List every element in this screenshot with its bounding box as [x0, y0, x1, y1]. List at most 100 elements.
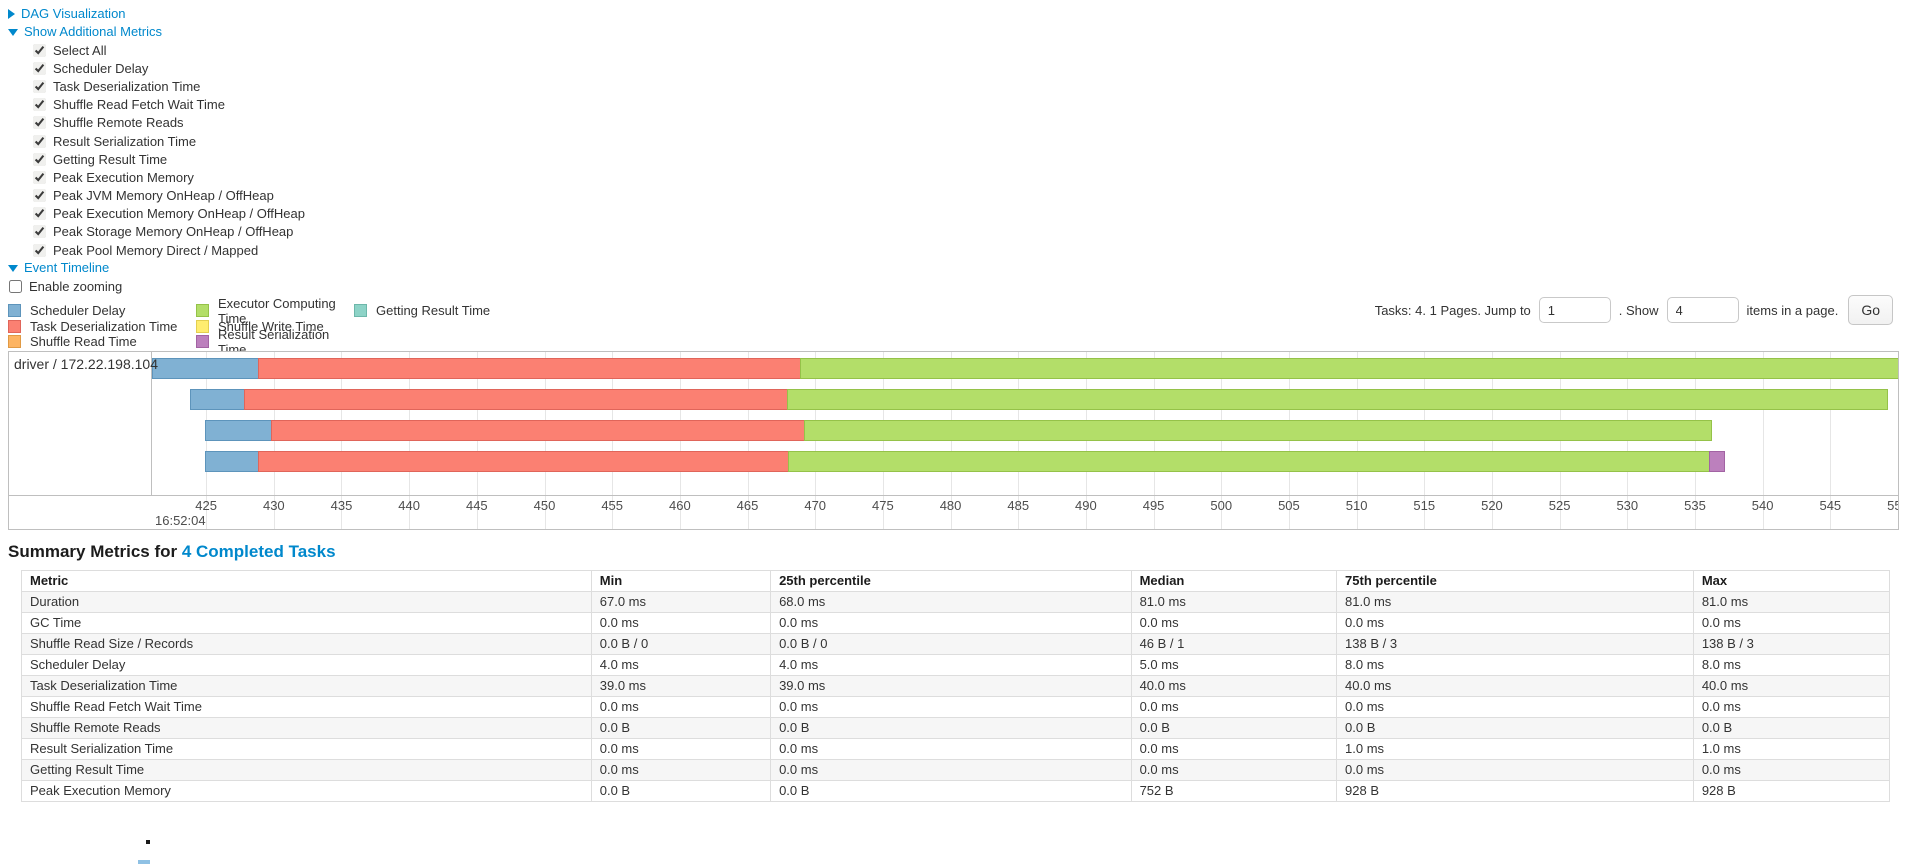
summary-table-row: Shuffle Read Fetch Wait Time 0.0 ms 0.0 ms… [21, 696, 1891, 718]
metric-value-cell: 0.0 ms [1692, 696, 1891, 718]
event-timeline-link[interactable]: Event Timeline [24, 260, 110, 276]
metric-checkbox-row[interactable]: Task Deserialization Time [8, 77, 305, 95]
enable-zooming-checkbox[interactable] [9, 279, 22, 293]
metric-checkbox[interactable] [33, 170, 46, 184]
metric-value-cell: 8.0 ms [1692, 654, 1891, 676]
metric-value-cell: 81.0 ms [1692, 591, 1891, 613]
jump-to-page-input[interactable] [1538, 297, 1611, 323]
axis-tick-label: 480 [939, 498, 962, 513]
metric-value-cell: 0.0 ms [770, 612, 1132, 634]
summary-table-row: Result Serialization Time 0.0 ms 0.0 ms 0.0… [21, 738, 1891, 760]
show-additional-metrics-link[interactable]: Show Additional Metrics [24, 24, 163, 39]
summary-heading-text: Summary Metrics for [8, 542, 182, 561]
metric-value-cell: 46 B / 1 [1130, 633, 1338, 655]
metric-value-cell: 0.0 ms [1336, 612, 1694, 634]
timeline-plot [152, 352, 1898, 495]
legend-item: Shuffle Write Time [196, 319, 354, 335]
legend-swatch-getting-result [354, 304, 367, 318]
metric-checkbox-row[interactable]: Shuffle Read Fetch Wait Time [8, 96, 305, 114]
legend-item: Shuffle Read Time [8, 334, 196, 350]
metric-checkbox-row[interactable]: Peak Storage Memory OnHeap / OffHeap [8, 223, 305, 241]
metric-checkbox-row[interactable]: Select All [8, 41, 305, 59]
task-bar-segment-executor-computing[interactable] [800, 358, 1898, 379]
metric-value-cell: 1.0 ms [1336, 738, 1694, 760]
task-bar-segment-task-deserialization[interactable] [257, 451, 791, 472]
show-text: . Show [1618, 302, 1659, 318]
metric-value-cell: 4.0 ms [770, 654, 1132, 676]
metric-checkbox[interactable] [33, 61, 46, 75]
task-bar-segment-task-deserialization[interactable] [257, 358, 803, 379]
legend-item: Result Serialization Time [196, 327, 354, 357]
metric-checkbox-label: Shuffle Remote Reads [53, 115, 184, 131]
summary-column-header: Median [1130, 570, 1338, 592]
metric-checkbox[interactable] [33, 189, 46, 203]
task-bar-segment-scheduler-delay[interactable] [204, 451, 260, 472]
metric-checkbox-row[interactable]: Getting Result Time [8, 150, 305, 168]
metric-checkbox-row[interactable]: Peak Execution Memory [8, 168, 305, 186]
dag-visualization-toggle[interactable]: DAG Visualization [8, 5, 305, 23]
completed-tasks-link[interactable]: 4 Completed Tasks [181, 542, 336, 561]
metric-checkbox-row[interactable]: Shuffle Remote Reads [8, 114, 305, 132]
metric-checkbox[interactable] [33, 207, 46, 221]
axis-tick-label: 440 [398, 498, 421, 513]
tasks-pages-text: Tasks: 4. 1 Pages. Jump to [1374, 302, 1531, 318]
task-bar-segment-task-deserialization[interactable] [244, 389, 789, 410]
dag-visualization-link[interactable]: DAG Visualization [21, 6, 126, 21]
legend-label: Shuffle Read Time [30, 334, 137, 350]
metric-checkbox-label: Select All [53, 42, 107, 58]
enable-zooming-row[interactable]: Enable zooming [8, 277, 305, 295]
axis-tick-label: 505 [1278, 498, 1300, 513]
axis-tick-line [1018, 496, 1020, 529]
show-additional-metrics-toggle[interactable]: Show Additional Metrics [8, 23, 305, 41]
metric-checkbox[interactable] [33, 98, 46, 112]
task-bar-segment-scheduler-delay[interactable] [189, 389, 247, 410]
axis-tick-label: 525 [1548, 498, 1571, 513]
metric-checkbox-row[interactable]: Peak JVM Memory OnHeap / OffHeap [8, 187, 305, 205]
legend-swatch-shuffle-read [8, 335, 21, 349]
task-bar-segment-result-serialization[interactable] [1708, 451, 1726, 472]
metrics-checkbox-list: Select All Scheduler Delay Task Deserializ… [8, 41, 305, 259]
metric-checkbox[interactable] [33, 243, 46, 257]
task-bar-segment-scheduler-delay[interactable] [152, 358, 260, 379]
metric-checkbox-row[interactable]: Result Serialization Time [8, 132, 305, 150]
go-button[interactable]: Go [1848, 295, 1893, 325]
task-bar-segment-task-deserialization[interactable] [271, 420, 807, 441]
event-timeline-toggle[interactable]: Event Timeline [8, 259, 305, 277]
metric-value-cell: 0.0 ms [1692, 612, 1891, 634]
metric-checkbox-row[interactable]: Scheduler Delay [8, 59, 305, 77]
axis-tick-line [612, 496, 614, 529]
metric-checkbox[interactable] [33, 116, 46, 130]
partial-element [138, 860, 150, 864]
metric-value-cell: 0.0 ms [770, 738, 1132, 760]
metric-name-cell: Peak Execution Memory [21, 780, 592, 802]
task-bar-segment-executor-computing[interactable] [788, 451, 1711, 472]
summary-table-row: GC Time 0.0 ms 0.0 ms 0.0 ms 0.0 ms 0.0 ms [21, 612, 1891, 634]
axis-tick-line [1288, 496, 1290, 529]
task-bar-segment-scheduler-delay[interactable] [204, 420, 274, 441]
items-per-page-input[interactable] [1666, 297, 1739, 323]
axis-tick-line [1153, 496, 1155, 529]
task-bar-segment-executor-computing[interactable] [786, 389, 1888, 410]
metric-checkbox-row[interactable]: Peak Pool Memory Direct / Mapped [8, 241, 305, 259]
summary-table-header-row: Metric Min 25th percentile Median 75th perce… [21, 570, 1891, 592]
metric-value-cell: 0.0 ms [1130, 738, 1338, 760]
metric-checkbox[interactable] [33, 134, 46, 148]
metric-checkbox-row[interactable]: Peak Execution Memory OnHeap / OffHeap [8, 205, 305, 223]
summary-table-row: Task Deserialization Time 39.0 ms 39.0 ms 4… [21, 675, 1891, 697]
axis-tick-line [1491, 496, 1493, 529]
metric-checkbox[interactable] [33, 152, 46, 166]
axis-tick-line [815, 496, 817, 529]
metric-checkbox-label: Getting Result Time [53, 151, 168, 167]
metric-name-cell: Duration [21, 591, 592, 613]
metric-checkbox[interactable] [33, 43, 46, 57]
metric-value-cell: 0.0 ms [1692, 759, 1891, 781]
legend-label: Task Deserialization Time [30, 318, 178, 334]
metric-value-cell: 0.0 ms [590, 759, 772, 781]
metric-value-cell: 40.0 ms [1130, 675, 1338, 697]
metric-checkbox[interactable] [33, 225, 46, 239]
collapsed-arrow-icon [8, 9, 15, 19]
task-bar-segment-executor-computing[interactable] [804, 420, 1712, 441]
metric-checkbox[interactable] [33, 79, 46, 93]
axis-gridline [1898, 352, 1899, 495]
axis-tick-line [206, 496, 208, 529]
